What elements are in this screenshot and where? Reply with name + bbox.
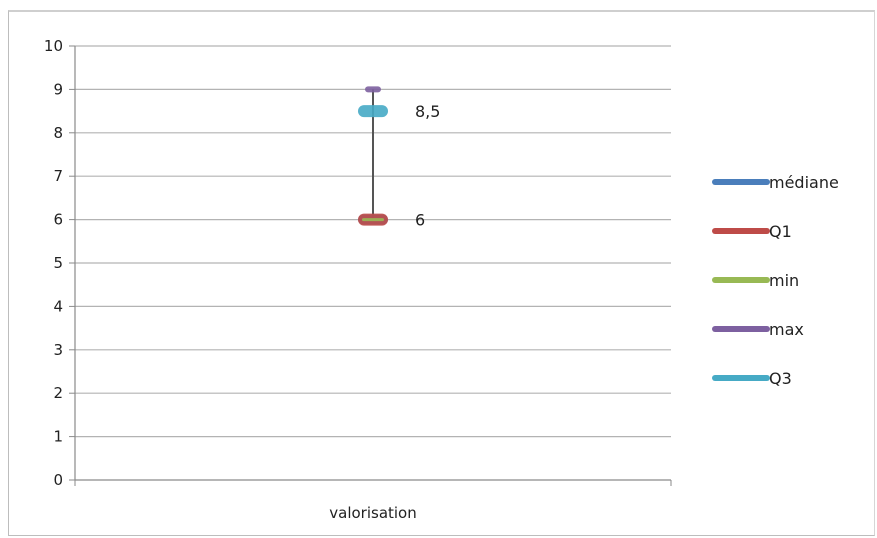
y-tick-label: 3 bbox=[53, 341, 63, 359]
y-tick-labels: 0 1 2 3 4 5 6 7 8 9 10 bbox=[44, 37, 63, 489]
y-tick-label: 4 bbox=[53, 297, 63, 315]
legend-label: Q1 bbox=[769, 222, 792, 241]
y-tick-label: 5 bbox=[53, 254, 63, 272]
marker-q3 bbox=[358, 105, 388, 118]
data-label-q1: 6 bbox=[415, 211, 425, 230]
y-tick-label: 6 bbox=[53, 211, 63, 229]
y-tick-label: 2 bbox=[53, 384, 63, 402]
legend: médiane Q1 min max Q3 bbox=[712, 173, 839, 388]
plot-marks bbox=[358, 86, 388, 226]
legend-label: Q3 bbox=[769, 369, 792, 388]
y-tick-label: 9 bbox=[53, 80, 63, 98]
y-tick-label: 1 bbox=[53, 428, 63, 446]
legend-label: min bbox=[769, 271, 799, 290]
legend-label: médiane bbox=[769, 173, 839, 192]
marker-min bbox=[362, 218, 384, 222]
data-labels: 8,56 bbox=[415, 102, 440, 230]
axes bbox=[69, 45, 672, 486]
y-tick-label: 8 bbox=[53, 124, 63, 142]
x-category-labels: valorisation bbox=[329, 504, 417, 522]
x-category-label: valorisation bbox=[329, 504, 417, 522]
y-tick-label: 0 bbox=[53, 471, 63, 489]
y-tick-label: 10 bbox=[44, 37, 63, 55]
data-label-q3: 8,5 bbox=[415, 102, 440, 121]
chart-frame: 0 1 2 3 4 5 6 7 8 9 10 valorisation 8,5 6 médiane Q1… bbox=[8, 10, 875, 536]
y-tick-label: 7 bbox=[53, 167, 63, 185]
legend-label: max bbox=[769, 320, 804, 339]
marker-max bbox=[365, 86, 381, 93]
